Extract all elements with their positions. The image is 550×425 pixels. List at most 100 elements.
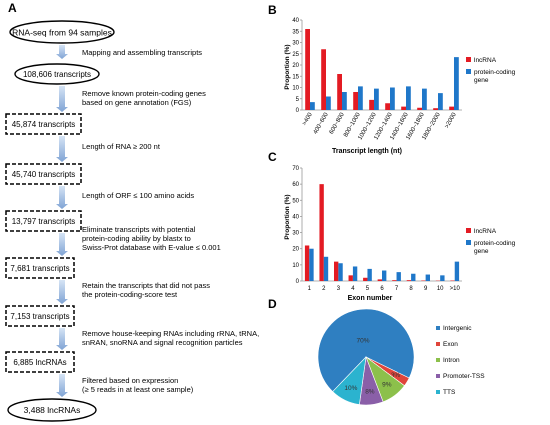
y-tick-label: 25 (292, 52, 299, 58)
flow-node-label: 13,797 transcripts (12, 217, 76, 226)
flow-node-label: 7,153 transcripts (10, 312, 69, 321)
chart-b-transcript-length: Proportion (%) Transcript length (nt) ln… (284, 18, 517, 155)
x-tick-label: 7 (395, 286, 399, 292)
panel-label-d: D (268, 297, 277, 311)
x-tick-label: 3 (337, 286, 341, 292)
bar-lncrna (401, 107, 406, 110)
bar-coding (358, 86, 363, 110)
bar-coding (438, 93, 443, 110)
x-tick-label: 10 (437, 286, 444, 292)
legend-swatch-coding (466, 69, 471, 74)
flow-arrow (56, 136, 68, 162)
flow-node-label: 45,874 transcripts (12, 120, 76, 129)
panel-label-b: B (268, 3, 277, 17)
flow-node-label: 108,606 transcripts (23, 70, 91, 79)
x-tick-label: >10 (450, 286, 461, 292)
flow-step-text: Eliminate transcripts with potential (82, 225, 196, 234)
bar-coding (426, 275, 430, 281)
legend-label: lncRNA (474, 57, 497, 64)
panel-label-c: C (268, 150, 277, 164)
legend-label: protein-coding gene (474, 240, 517, 255)
bar-coding (367, 269, 371, 281)
x-tick-label: 2 (322, 286, 326, 292)
legend: lncRNA protein-coding gene (466, 57, 517, 84)
bar-lncrna (378, 279, 382, 281)
flow-step-text: Length of RNA ≥ 200 nt (82, 142, 161, 151)
bar-lncrna (349, 275, 353, 281)
bar-coding (390, 88, 395, 111)
bar-lncrna (433, 108, 438, 110)
bar-lncrna (305, 29, 310, 110)
y-axis-label: Proportion (%) (284, 44, 291, 89)
chart-c-exon-number: Proportion (%) Exon number lncRNA protei… (284, 166, 517, 302)
bar-coding (382, 271, 386, 281)
flow-step-text: Remove known protein-coding genes (82, 89, 206, 98)
pie-slice-label: 10% (344, 385, 357, 392)
x-tick-label: 1 (308, 286, 312, 292)
bar-coding (342, 92, 347, 110)
legend-swatch (436, 326, 440, 330)
bar-coding (338, 263, 342, 281)
flow-step-text: Length of ORF ≤ 100 amino acids (82, 191, 194, 200)
bar-coding (454, 57, 459, 110)
bar-coding (374, 89, 379, 110)
flow-arrow (56, 328, 68, 350)
bar-lncrna (417, 108, 422, 110)
y-tick-label: 15 (292, 74, 299, 80)
flow-node-label: 45,740 transcripts (12, 170, 76, 179)
y-tick-label: 10 (292, 86, 299, 92)
y-tick-label: 40 (292, 214, 299, 220)
flow-step-text: (≥ 5 reads in at least one sample) (82, 385, 194, 394)
flow-node-label: RNA-seq from 94 samples (12, 28, 112, 38)
bar-coding (406, 86, 411, 110)
bar-lncrna (385, 103, 390, 110)
flow-step-text: based on gene annotation (FGS) (82, 98, 192, 107)
bar-coding (310, 102, 315, 110)
y-axis-label: Proportion (%) (284, 194, 291, 239)
x-tick-label: 9 (424, 286, 428, 292)
bar-lncrna (369, 100, 374, 110)
bar-lncrna (305, 245, 309, 281)
legend-swatch-lncrna (466, 57, 471, 62)
legend-swatch (436, 358, 440, 362)
chart-d-genomic-distribution: 70%3%9%8%10%IntergenicExonIntronPromoter… (318, 309, 485, 405)
flow-node-label: 6,885 lncRNAs (13, 358, 66, 367)
flow-step-text: Retain the transcripts that did not pass (82, 281, 210, 290)
bar-coding (397, 272, 401, 281)
legend-label: protein-coding gene (474, 69, 517, 84)
flow-step-text: snRAN, snoRNA and signal recognition par… (82, 338, 243, 347)
bar-lncrna (321, 49, 326, 110)
y-tick-label: 50 (292, 198, 299, 204)
x-tick-label: 4 (351, 286, 355, 292)
flow-step-text: Swiss-Prot database with E-value ≤ 0.001 (82, 243, 221, 252)
flow-node-label: 3,488 lncRNAs (24, 405, 81, 415)
bar-lncrna (392, 280, 396, 281)
x-tick-label: 400~600 (313, 111, 330, 135)
x-tick-label: >2000 (444, 111, 458, 129)
x-tick-label: 8 (409, 286, 413, 292)
y-tick-label: 20 (292, 247, 299, 253)
legend-label: Exon (443, 341, 458, 348)
x-tick-label: 5 (366, 286, 370, 292)
legend-label: lncRNA (474, 228, 497, 235)
legend-swatch (436, 342, 440, 346)
flow-arrow (56, 45, 68, 59)
flowchart: RNA-seq from 94 samples Mapping and asse… (6, 21, 259, 421)
flow-step-text: Filtered based on expression (82, 376, 178, 385)
y-tick-label: 60 (292, 182, 299, 188)
flow-arrow (56, 374, 68, 397)
bar-coding (455, 262, 459, 281)
x-tick-label: 600~800 (329, 111, 346, 135)
y-tick-label: 30 (292, 231, 299, 237)
bar-lncrna (337, 74, 342, 110)
pie-slice-label: 8% (365, 388, 375, 395)
bar-coding (353, 266, 357, 281)
legend-label: TTS (443, 389, 456, 396)
flow-node-label: 7,681 transcripts (10, 264, 69, 273)
pie-slice-label: 70% (357, 337, 370, 344)
x-tick-label: 6 (380, 286, 384, 292)
y-tick-label: 10 (292, 263, 299, 269)
x-axis-label: Transcript length (nt) (332, 148, 402, 155)
legend-swatch-coding (466, 240, 471, 245)
flow-step-text: protein-coding ability by blastx to (82, 234, 191, 243)
